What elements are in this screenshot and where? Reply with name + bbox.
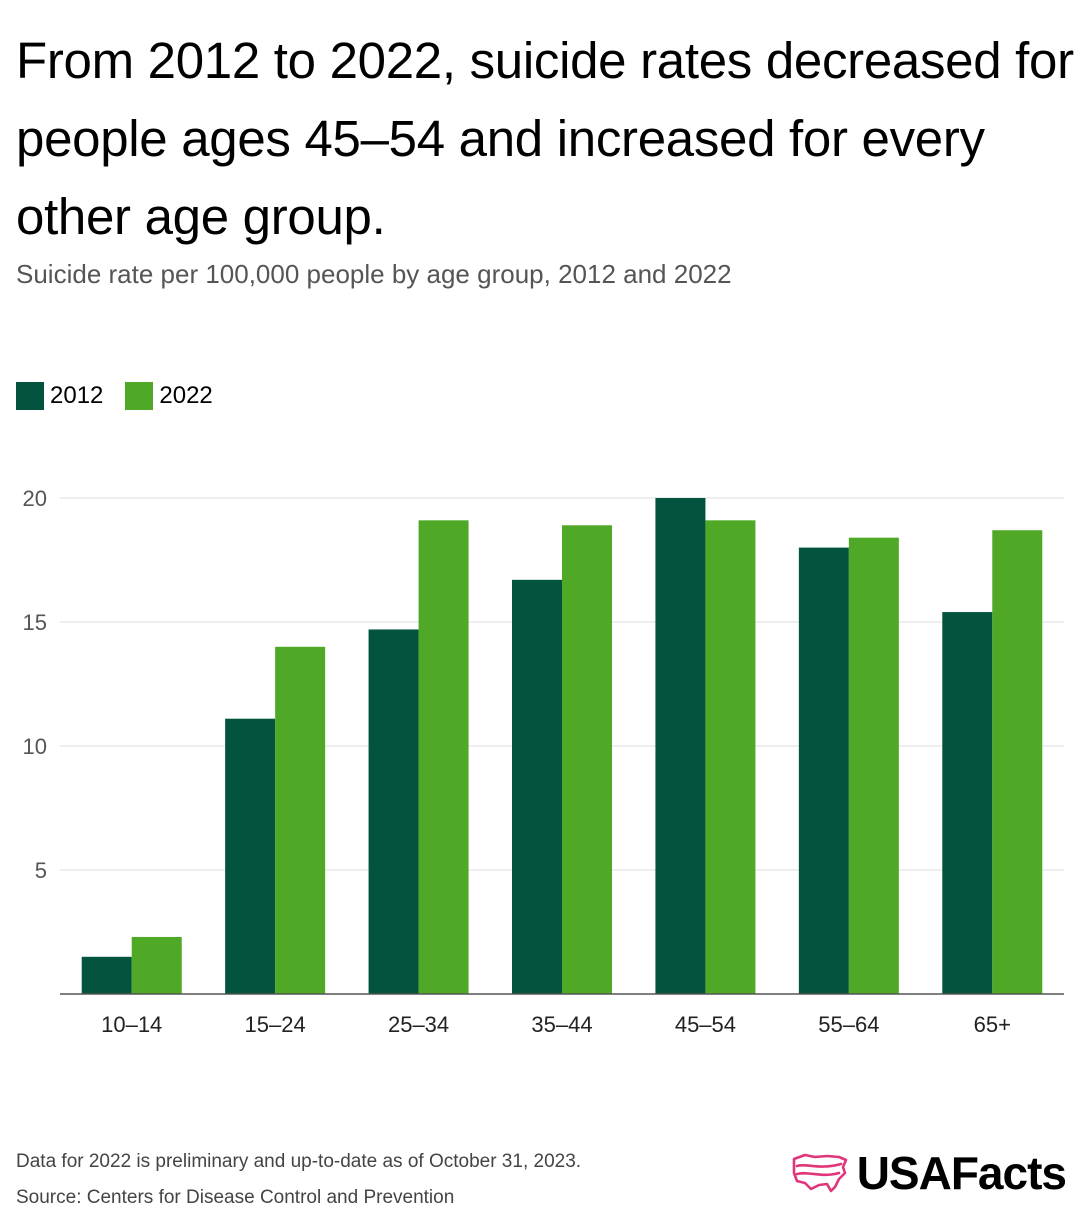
bar-2012-65+ [942, 612, 993, 994]
footnote: Data for 2022 is preliminary and up-to-d… [16, 1144, 581, 1216]
bar-2012-35–44 [512, 579, 562, 994]
bar-2022-65+ [992, 530, 1043, 994]
bar-2012-25–34 [368, 629, 419, 994]
x-tick-label: 35–44 [531, 1012, 592, 1037]
x-tick-label: 10–14 [101, 1012, 162, 1037]
bar-2022-10–14 [131, 936, 182, 994]
bar-2022-25–34 [418, 520, 469, 994]
x-tick-label: 65+ [974, 1012, 1011, 1037]
bar-2012-55–64 [798, 547, 849, 994]
bar-chart: 5 10 15 20 10–14 15–24 25–34 35–44 45–54 55–64 65+ [23, 486, 1064, 1037]
chart-title: From 2012 to 2022, suicide rates decreas… [16, 32, 1074, 245]
legend-label-2012: 2012 [50, 382, 104, 409]
x-tick-label: 45–54 [675, 1012, 736, 1037]
bar-2022-55–64 [848, 537, 899, 994]
chart-subtitle: Suicide rate per 100,000 people by age g… [16, 259, 732, 289]
bar-2012-15–24 [225, 718, 276, 994]
bar-2022-45–54 [705, 520, 756, 994]
y-tick-label: 15 [23, 610, 47, 635]
legend-swatch-2022 [125, 382, 154, 410]
brand-name: USAFacts [856, 1147, 1067, 1199]
legend-swatch-2012 [16, 382, 44, 410]
footnote-note: Data for 2022 is preliminary and up-to-d… [16, 1151, 582, 1172]
legend: 2012 2022 [16, 382, 235, 410]
legend-label-2022: 2022 [159, 382, 213, 409]
bar-2012-10–14 [81, 956, 132, 994]
brand-logo: USAFacts [791, 1146, 1067, 1200]
x-tick-label: 15–24 [245, 1012, 306, 1037]
usa-map-icon [792, 1153, 848, 1193]
legend-item-2022: 2022 [125, 382, 213, 410]
x-tick-label: 25–34 [388, 1012, 449, 1037]
footnote-source: Source: Centers for Disease Control and … [16, 1187, 455, 1208]
legend-item-2012: 2012 [16, 382, 103, 410]
bar-2012-45–54 [655, 498, 706, 994]
x-tick-label: 55–64 [818, 1012, 879, 1037]
bar-2022-15–24 [275, 646, 326, 994]
y-tick-label: 5 [35, 858, 47, 883]
y-tick-label: 20 [23, 486, 47, 511]
y-tick-label: 10 [23, 734, 47, 759]
bar-2022-35–44 [562, 525, 612, 994]
